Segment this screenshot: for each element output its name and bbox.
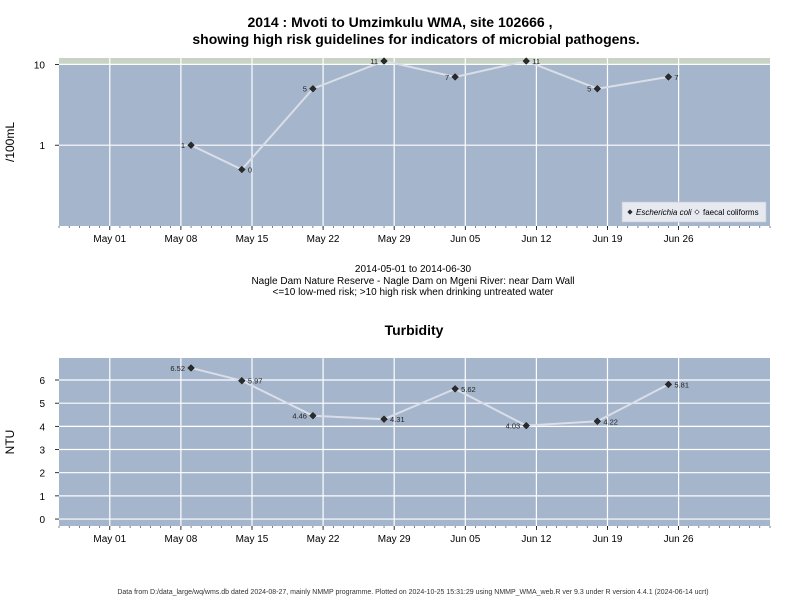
- y-tick-label: 10: [34, 60, 46, 71]
- x-tick-label: May 29: [378, 234, 411, 245]
- legend-label: Escherichia coli: [636, 208, 692, 217]
- y-tick-label: 0: [39, 515, 45, 526]
- chart-title-line2: showing high risk guidelines for indicat…: [192, 31, 640, 47]
- x-tick-label: Jun 12: [521, 234, 551, 245]
- data-point: [522, 57, 530, 65]
- y-tick-label: 6: [39, 376, 45, 387]
- data-point: [664, 380, 673, 389]
- data-point: [309, 411, 317, 420]
- x-tick-label: Jun 26: [664, 534, 694, 545]
- data-label: 5.97: [248, 377, 263, 386]
- data-label: 0: [248, 166, 252, 175]
- y-tick-label: 3: [39, 446, 45, 457]
- data-label: 7: [445, 73, 449, 82]
- y-tick-label: 2: [39, 469, 45, 480]
- data-label: 5.62: [461, 385, 476, 394]
- x-tick-label: Jun 19: [592, 234, 622, 245]
- x-tick-label: Jun 05: [450, 534, 480, 545]
- y-tick-label: 4: [39, 422, 45, 433]
- x-tick-label: May 01: [93, 234, 126, 245]
- date-range-caption: 2014-05-01 to 2014-06-30: [354, 264, 472, 275]
- data-label: 4.46: [292, 412, 307, 421]
- data-label: 7: [674, 73, 678, 82]
- data-label: 11: [532, 57, 540, 66]
- y-tick-label: 1: [39, 141, 45, 152]
- x-tick-label: May 15: [236, 234, 269, 245]
- x-tick-label: Jun 19: [592, 534, 622, 545]
- data-label: 4.22: [603, 417, 618, 426]
- x-tick-label: May 08: [164, 234, 197, 245]
- data-label: 5: [587, 85, 591, 94]
- footer-note: Data from D:/data_large/wq/wms.db dated …: [117, 589, 709, 596]
- x-tick-label: Jun 12: [521, 534, 551, 545]
- x-tick-label: Jun 26: [664, 234, 694, 245]
- chart-title-line1: 2014 : Mvoti to Umzimkulu WMA, site 1026…: [247, 14, 553, 30]
- microbial-chart: May 01 May 08 May 15 May 22 May 29 Jun 05 Jun …: [3, 57, 771, 245]
- data-point: [309, 84, 317, 93]
- data-point: [380, 415, 388, 423]
- turbidity-chart: May 01 May 08 May 15 May 22 May 29 Jun 05 Jun …: [3, 358, 771, 545]
- y-tick-label: 1: [39, 492, 45, 503]
- legend-marker-open: [694, 209, 700, 215]
- x-tick-label: May 22: [307, 534, 340, 545]
- series-line: [190, 60, 669, 171]
- high-risk-band: [59, 58, 770, 65]
- site-caption: Nagle Dam Nature Reserve - Nagle Dam on …: [251, 276, 575, 287]
- data-label: 11: [370, 57, 378, 66]
- legend-label: faecal coliforms: [703, 208, 759, 217]
- data-point: [187, 364, 195, 372]
- data-point: [451, 73, 459, 81]
- data-point: [451, 385, 459, 393]
- data-label: 6.52: [170, 364, 185, 373]
- series-line: [190, 366, 669, 427]
- data-label: 4.31: [390, 415, 405, 424]
- data-point: [664, 73, 673, 81]
- legend-box: [621, 201, 767, 223]
- data-label: 5.81: [674, 380, 689, 389]
- x-tick-label: May 01: [93, 534, 126, 545]
- data-point: [593, 417, 602, 426]
- x-tick-label: May 22: [307, 234, 340, 245]
- data-point: [380, 57, 388, 65]
- plot-panel: [59, 58, 770, 226]
- legend-marker-filled: [627, 209, 633, 215]
- x-tick-label: May 08: [164, 534, 197, 545]
- y-tick-label: 5: [39, 399, 45, 410]
- data-point: [238, 165, 246, 174]
- data-label: 4.03: [506, 422, 521, 431]
- data-point: [187, 141, 195, 149]
- plot-panel: [59, 358, 770, 526]
- y-axis-title: /100mL: [3, 122, 17, 162]
- x-tick-label: May 29: [378, 534, 411, 545]
- data-point: [238, 376, 246, 385]
- y-axis-title: NTU: [3, 430, 17, 455]
- data-label: 5: [303, 85, 307, 94]
- data-point: [522, 421, 530, 430]
- turbidity-title: Turbidity: [384, 322, 444, 338]
- data-point: [593, 84, 602, 93]
- x-tick-label: May 15: [236, 534, 269, 545]
- risk-note-caption: <=10 low-med risk; >10 high risk when dr…: [272, 287, 554, 298]
- data-label: 1: [181, 141, 185, 150]
- x-tick-label: Jun 05: [450, 234, 480, 245]
